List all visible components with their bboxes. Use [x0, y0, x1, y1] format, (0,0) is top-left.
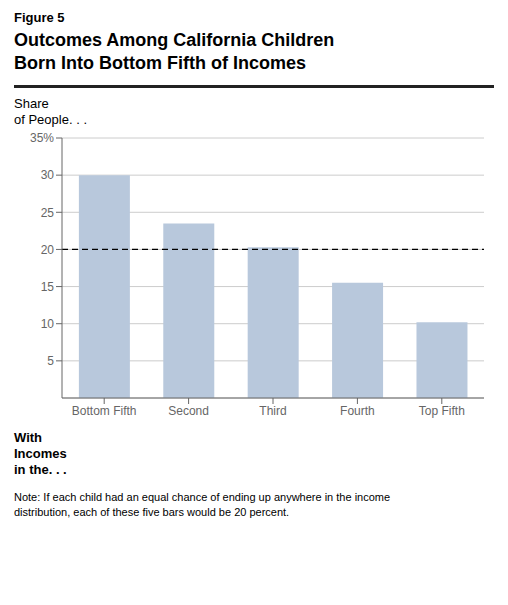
html-text:With Incomes in the. . .: With Incomes in the. . .: [14, 430, 67, 477]
svg-text:5: 5: [47, 354, 54, 368]
svg-text:Bottom Fifth: Bottom Fifth: [72, 404, 137, 418]
html-text:Note: If each child had an equ: Note: If each child had an equal chance …: [14, 491, 391, 518]
svg-text:10: 10: [41, 317, 55, 331]
svg-text:Fourth: Fourth: [340, 404, 375, 418]
svg-text:Second: Second: [168, 404, 209, 418]
svg-text:Third: Third: [259, 404, 286, 418]
svg-text:30: 30: [41, 168, 55, 182]
svg-text:20: 20: [41, 243, 55, 257]
svg-text:15: 15: [41, 280, 55, 294]
html-text:Share of People. . .: Share of People. . .: [14, 96, 87, 127]
svg-text:35%: 35%: [30, 131, 54, 145]
svg-text:Top Fifth: Top Fifth: [419, 404, 465, 418]
svg-text:25: 25: [41, 206, 55, 220]
html-text:Outcomes Among California Chil: Outcomes Among California Children Born …: [14, 30, 335, 73]
html-text:Figure 5: Figure 5: [14, 10, 65, 25]
